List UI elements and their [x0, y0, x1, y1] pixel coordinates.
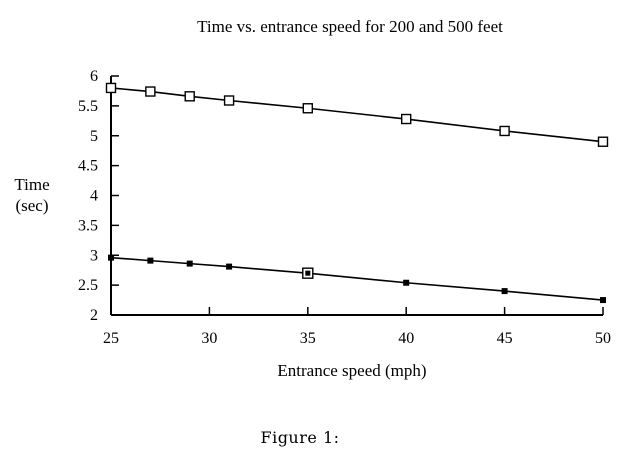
series-2-point — [403, 279, 410, 286]
figure-caption: Figure 1: — [260, 428, 339, 447]
series-2-point — [147, 257, 154, 264]
series-1-point — [401, 113, 412, 125]
series-2-point — [501, 288, 508, 295]
series-1-line — [110, 87, 604, 143]
y-ticks: 2 2.5 3 3.5 4 4.5 5 5.5 6 — [78, 68, 119, 324]
series-2-point — [186, 260, 193, 267]
series-2-point — [226, 263, 233, 270]
y-axis-label-line2: (sec) — [15, 196, 48, 215]
y-tick-label: 3.5 — [78, 217, 98, 234]
chart-title: Time vs. entrance speed for 200 and 500 … — [197, 17, 503, 36]
x-tick-label: 45 — [497, 330, 513, 347]
y-tick-label: 6 — [90, 68, 98, 85]
x-tick-label: 50 — [595, 330, 611, 347]
y-tick-label: 5.5 — [78, 98, 98, 115]
y-tick-label: 2 — [90, 307, 98, 324]
series-1-point — [597, 136, 609, 147]
x-tick-label: 30 — [201, 330, 217, 347]
series-1-point — [499, 125, 510, 137]
x-tick-label: 40 — [398, 330, 414, 347]
y-axis-label-line1: Time — [14, 175, 49, 194]
x-ticks: 25 30 35 40 45 50 — [103, 307, 611, 347]
y-tick-label: 5 — [90, 128, 98, 145]
x-tick-label: 35 — [300, 330, 316, 347]
series-2-point — [108, 254, 114, 261]
y-tick-label: 2.5 — [78, 277, 98, 294]
series-1-point — [184, 91, 195, 102]
x-tick-label: 25 — [103, 330, 119, 347]
series-2-line — [110, 256, 604, 301]
series-1-point — [302, 103, 313, 114]
y-tick-label: 4 — [90, 188, 98, 205]
y-tick-label: 3 — [90, 247, 98, 264]
x-axis-label: Entrance speed (mph) — [277, 361, 426, 380]
series-1-point — [105, 82, 117, 94]
series-layer — [105, 82, 609, 304]
series-1-point — [223, 95, 235, 106]
highlighted-point-core — [305, 270, 311, 276]
series-1-point — [145, 86, 156, 97]
y-tick-label: 4.5 — [78, 158, 98, 175]
series-2-point — [600, 297, 606, 304]
